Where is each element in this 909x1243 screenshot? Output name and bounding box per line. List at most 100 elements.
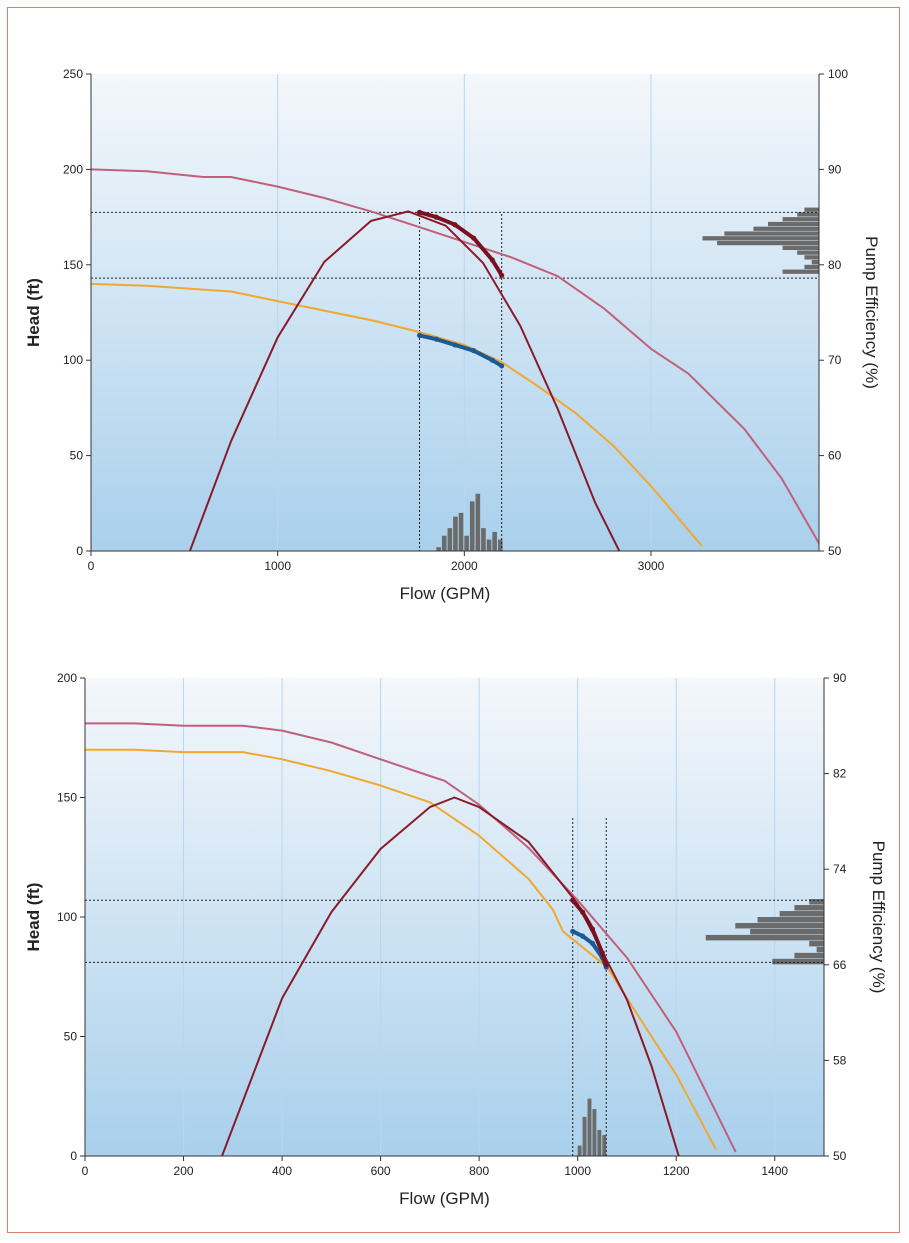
histogram-efficiency-bar [724, 231, 819, 236]
point-operating-points-head [589, 940, 596, 946]
y2-tick-label: 74 [833, 862, 847, 876]
point-operating-points-head [570, 928, 576, 934]
plot-area [85, 722, 824, 1156]
x-tick-label: 2000 [451, 559, 478, 573]
histogram-flow-bar [492, 531, 497, 551]
histogram-efficiency-bar [804, 264, 819, 270]
x-tick-label: 1200 [663, 1164, 690, 1178]
histogram-efficiency-bar [779, 911, 824, 917]
y2-axis-title: Pump Efficiency (%) [862, 236, 881, 389]
histogram-flow-bar [587, 1098, 592, 1156]
y2-tick-label: 58 [833, 1053, 847, 1067]
series-efficiency-curve [188, 210, 621, 551]
y-tick-label: 0 [70, 1149, 77, 1163]
y-tick-label: 100 [57, 910, 77, 924]
y-tick-label: 200 [63, 162, 83, 176]
point-operating-points-efficiency [579, 909, 586, 915]
histogram-flow-bar [447, 528, 453, 551]
series-efficiency-curve [221, 796, 680, 1156]
y2-tick-label: 50 [833, 1149, 847, 1163]
point-operating-points-efficiency [603, 962, 609, 968]
x-tick-label: 3000 [638, 559, 665, 573]
histogram-efficiency-bar [794, 905, 824, 911]
chart-top: 0 1000 2000 3000 0 50 100 150 200 250 50 60 70 80 90 10… [24, 67, 881, 603]
point-operating-points-efficiency [452, 222, 458, 228]
histogram-flow-bar [602, 1135, 607, 1156]
y-axis-title: Head (ft) [24, 278, 43, 347]
series-pump-head-curve-pink [91, 168, 819, 545]
y-tick-label: 0 [76, 544, 83, 558]
series-operating-points-efficiency [417, 210, 504, 278]
point-operating-points-efficiency [416, 209, 423, 215]
chart-bottom: 0 200 400 600 800 1000 1200 1400 0 50 100 150 200 50 5… [24, 671, 888, 1208]
histogram-flow-bar [475, 493, 481, 551]
plot-background [85, 678, 824, 1156]
histogram-flow-bar [481, 528, 486, 551]
point-operating-points-efficiency [489, 257, 495, 263]
histogram-flow-bar [458, 512, 464, 551]
histogram-efficiency-bar [705, 934, 824, 941]
x-tick-label: 1000 [264, 559, 291, 573]
x-tick-label: 1400 [761, 1164, 788, 1178]
x-tick-label: 600 [371, 1164, 391, 1178]
point-operating-points-head [416, 332, 423, 338]
y2-tick-label: 80 [828, 258, 842, 272]
histogram-efficiency-bar [753, 226, 819, 231]
point-operating-points-efficiency [599, 950, 605, 956]
figure-frame [7, 7, 900, 1233]
x-tick-label: 800 [469, 1164, 489, 1178]
x-tick-label: 400 [272, 1164, 292, 1178]
histogram-efficiency-bar [757, 917, 824, 923]
histogram-flow-bar [453, 516, 458, 551]
y-tick-label: 100 [63, 353, 83, 367]
y2-tick-label: 60 [828, 449, 842, 463]
histogram-efficiency-bar [772, 958, 824, 965]
y-tick-label: 150 [63, 258, 83, 272]
y2-tick-label: 66 [833, 958, 847, 972]
histogram-flow-bar [592, 1109, 597, 1156]
histogram-efficiency-bar [804, 207, 819, 212]
point-operating-points-head [489, 357, 495, 363]
point-operating-points-efficiency [433, 214, 439, 220]
x-tick-label: 200 [174, 1164, 194, 1178]
histogram-efficiency-bar [797, 250, 819, 255]
series-pump-head-curve-orange [91, 282, 703, 547]
series-pump-head-curve-pink [85, 722, 737, 1153]
y2-tick-label: 100 [828, 67, 848, 81]
histogram-efficiency-bar [782, 245, 819, 250]
histogram-efficiency-bar [797, 212, 819, 217]
point-operating-points-efficiency [471, 235, 477, 241]
y2-tick-label: 90 [833, 671, 847, 685]
histogram-efficiency-bar [750, 928, 824, 935]
plot-background [91, 74, 819, 551]
y2-tick-label: 70 [828, 353, 842, 367]
y-axis-title: Head (ft) [24, 883, 43, 952]
series-pump-head-curve-orange [85, 748, 717, 1150]
x-tick-label: 1000 [564, 1164, 591, 1178]
point-operating-points-head [499, 363, 505, 369]
y2-tick-label: 50 [828, 544, 842, 558]
y2-tick-label: 90 [828, 162, 842, 176]
histogram-flow-bar [582, 1116, 587, 1156]
histogram-efficiency-bar [782, 269, 819, 274]
y-tick-label: 50 [64, 1030, 78, 1044]
x-axis-title: Flow (GPM) [399, 1189, 490, 1208]
histogram-efficiency-bar [794, 952, 824, 959]
histogram-flow-bar [577, 1145, 582, 1156]
histogram-efficiency-bar [782, 217, 819, 222]
plot-area [91, 168, 819, 551]
point-operating-points-head [471, 348, 477, 354]
y-tick-label: 150 [57, 791, 77, 805]
histogram-flow-bar [497, 539, 503, 551]
y-tick-label: 50 [70, 449, 84, 463]
point-operating-points-efficiency [589, 926, 596, 932]
histogram-flow-bar [464, 535, 469, 551]
point-operating-points-head [579, 933, 586, 939]
histogram-efficiency-bar [717, 240, 819, 246]
y-tick-label: 250 [63, 67, 83, 81]
point-operating-points-efficiency [570, 897, 576, 903]
point-operating-points-head [452, 342, 458, 348]
histogram-flow-bar [436, 547, 441, 551]
y2-axis-title: Pump Efficiency (%) [869, 841, 888, 994]
